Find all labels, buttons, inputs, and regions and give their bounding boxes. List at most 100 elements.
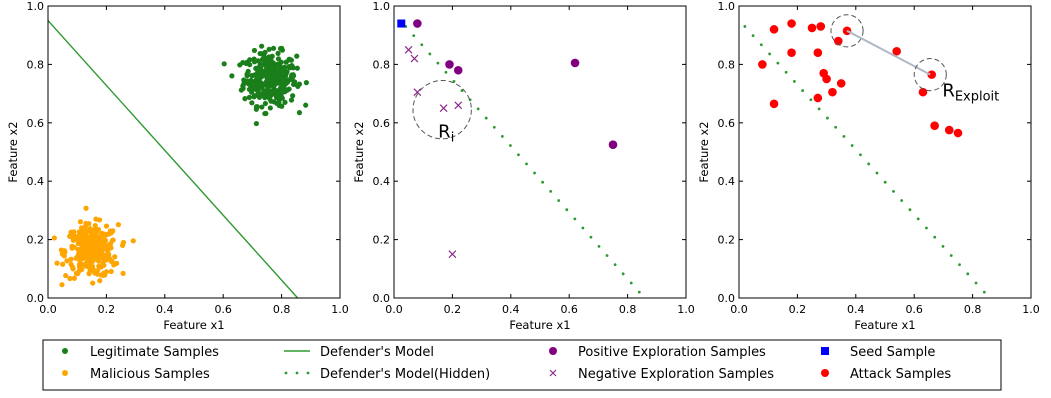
legitimate-point: [244, 59, 250, 65]
hidden-model-dot: [925, 226, 928, 230]
malicious-point: [61, 248, 68, 254]
legend-marker: [821, 369, 829, 377]
legitimate-point: [269, 75, 275, 81]
x-tick-label: 0.6: [214, 303, 232, 316]
legitimate-cluster: [221, 43, 309, 127]
attack-point: [944, 125, 954, 135]
malicious-point: [67, 275, 73, 282]
legend-item: Seed Sample: [821, 345, 935, 360]
malicious-point: [97, 251, 103, 257]
legitimate-point: [244, 71, 250, 77]
hidden-model-dot: [613, 263, 617, 267]
malicious-cluster: [51, 205, 136, 288]
malicious-point: [71, 244, 77, 250]
malicious-point: [74, 237, 80, 243]
malicious-point: [85, 261, 91, 267]
positive-point: [453, 65, 463, 75]
legend-label: Malicious Samples: [90, 367, 210, 382]
attack-point: [953, 128, 963, 138]
legitimate-point: [274, 100, 280, 106]
legend-marker: [295, 371, 299, 375]
negative-point: [448, 250, 457, 259]
legitimate-point: [269, 53, 275, 59]
legitimate-point: [253, 120, 259, 127]
malicious-point: [92, 245, 98, 252]
legend-item: Positive Exploration Samples: [549, 345, 766, 360]
y-tick-label: 0.8: [718, 58, 736, 71]
hidden-model-dot: [549, 189, 553, 193]
malicious-point: [68, 229, 74, 235]
malicious-point: [91, 227, 97, 233]
legitimate-point: [262, 100, 269, 107]
x-tick-label: 1.0: [1022, 303, 1040, 316]
malicious-point: [68, 256, 74, 262]
legend-item: Legitimate Samples: [62, 345, 219, 360]
negative-point: [404, 45, 413, 54]
hidden-model-dot: [460, 89, 464, 92]
legitimate-point: [251, 59, 258, 65]
malicious-point: [83, 205, 89, 211]
axes-frame: [393, 5, 687, 299]
malicious-point: [77, 249, 83, 255]
malicious-point: [93, 233, 99, 240]
y-tick-label: 0.6: [718, 117, 736, 130]
legitimate-point: [229, 73, 235, 79]
hidden-model-dot: [517, 153, 520, 157]
x-tick-label: 0.6: [560, 303, 578, 316]
hidden-model-dot: [500, 134, 504, 138]
legend-marker: [549, 347, 557, 355]
attack-point: [930, 121, 939, 131]
malicious-point: [103, 223, 110, 229]
legitimate-point: [296, 81, 303, 87]
legitimate-point: [268, 82, 274, 88]
legitimate-point: [261, 81, 268, 87]
region-label-main: R: [438, 122, 451, 143]
y-tick-label: 1.0: [27, 0, 45, 13]
hidden-model-dot: [834, 125, 838, 129]
hidden-model-dot: [565, 208, 569, 212]
hidden-model-dot: [743, 25, 747, 28]
hidden-model-dot: [892, 189, 895, 193]
x-axis-label: Feature x1: [509, 318, 570, 332]
legend-marker: [62, 370, 68, 376]
region-label-sub: i: [451, 131, 455, 146]
legitimate-point: [262, 95, 268, 101]
malicious-point: [61, 253, 67, 259]
series-seed-sample: [397, 19, 406, 28]
hidden-model-dot: [492, 125, 496, 129]
hidden-model-dot: [792, 80, 796, 83]
legitimate-point: [263, 63, 269, 69]
legitimate-point: [267, 105, 273, 111]
hidden-model-dot: [581, 226, 585, 230]
malicious-point: [108, 268, 114, 275]
legitimate-point: [246, 80, 252, 86]
malicious-point: [81, 238, 87, 244]
malicious-point: [89, 235, 95, 241]
legend-label: Negative Exploration Samples: [578, 367, 774, 382]
hidden-model-dots: [743, 25, 986, 294]
legitimate-point: [262, 110, 268, 117]
y-tick-label: 1.0: [718, 0, 736, 13]
region-label: RExploit: [942, 81, 999, 105]
legitimate-point: [258, 51, 265, 57]
x-tick-label: 0.4: [847, 303, 865, 316]
legitimate-point: [246, 94, 252, 100]
legitimate-point: [283, 71, 289, 77]
malicious-point: [119, 242, 126, 248]
x-tick-label: 0.2: [444, 303, 462, 316]
seed-point: [397, 19, 406, 28]
malicious-point: [98, 272, 104, 278]
legitimate-point: [254, 104, 260, 110]
malicious-point: [76, 264, 83, 270]
malicious-point: [97, 278, 103, 284]
malicious-point: [92, 223, 98, 229]
legitimate-point: [288, 97, 295, 103]
legitimate-point: [279, 76, 285, 82]
legitimate-point: [242, 96, 248, 102]
hidden-model-dot: [484, 116, 488, 120]
plot-area: [397, 19, 641, 294]
hidden-model-dot: [867, 162, 871, 166]
legend-marker: [306, 371, 310, 375]
legitimate-point: [279, 103, 285, 109]
chart-panel-1: 0.0 0.2 0.4 0.6 0.8 1.0 0.0 0.2 0.4 0.6 0.8 1.0 Feat…: [6, 0, 349, 332]
